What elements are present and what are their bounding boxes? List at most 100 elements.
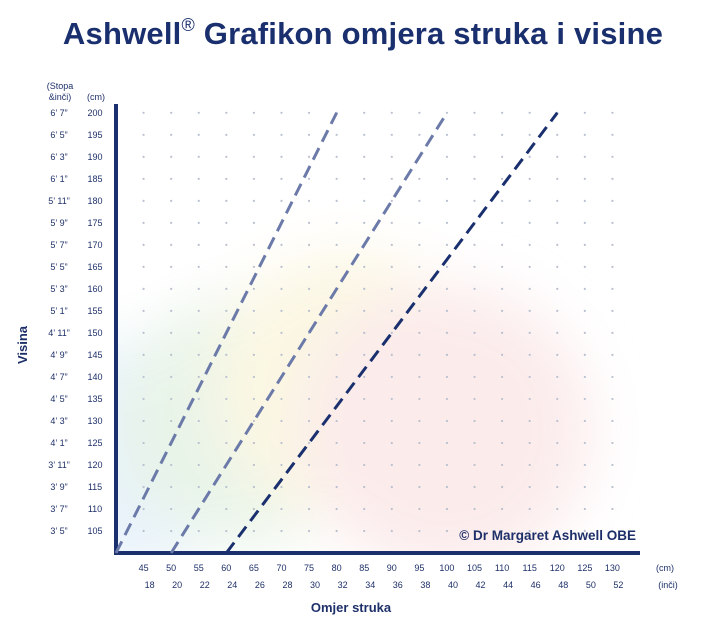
grid-dot <box>390 221 393 224</box>
grid-dot <box>473 419 476 423</box>
x-tick-cm: 125 <box>577 563 592 573</box>
grid-dot <box>473 441 476 445</box>
grid-dot <box>418 265 421 268</box>
grid-dot <box>445 111 449 114</box>
grid-dot <box>363 419 366 423</box>
grid-dot <box>197 397 200 401</box>
x-tick-cm: 70 <box>276 563 286 573</box>
grid-dot <box>611 375 614 379</box>
grid-dot <box>363 199 366 202</box>
grid-dot <box>528 507 531 511</box>
grid-dot <box>418 243 421 246</box>
grid-dot <box>335 309 338 312</box>
grid-dot <box>583 309 586 312</box>
y-tick-ftin: 5’ 7” <box>50 240 67 250</box>
y-tick-cm: 200 <box>87 108 102 118</box>
grid-dot <box>528 529 531 533</box>
grid-dot <box>445 309 449 312</box>
grid-dot <box>225 265 228 268</box>
grid-dot <box>252 507 255 511</box>
x-unit-cm: (cm) <box>656 563 674 573</box>
grid-dot <box>390 177 393 180</box>
grid-dot <box>225 397 228 401</box>
grid-dot <box>473 111 476 114</box>
grid-dot <box>335 221 338 224</box>
grid-dot <box>197 353 200 357</box>
x-tick-in: 20 <box>172 580 182 590</box>
grid-dot <box>307 419 311 423</box>
x-tick-cm: 95 <box>414 563 424 573</box>
grid-dot <box>335 485 338 489</box>
grid-dot <box>142 243 145 246</box>
grid-dot <box>556 485 559 489</box>
y-tick-ftin: 4’ 9” <box>50 350 67 360</box>
grid-dot <box>390 397 393 401</box>
y-tick-cm: 140 <box>87 372 102 382</box>
x-tick-cm: 55 <box>194 563 204 573</box>
grid-dot <box>501 265 504 268</box>
grid-dot <box>252 265 255 268</box>
y-tick-ftin: 4’ 5” <box>50 394 67 404</box>
grid-dot <box>252 155 255 158</box>
grid-dot <box>501 419 504 423</box>
grid-dot <box>142 353 145 357</box>
grid-dot <box>583 243 586 246</box>
grid-dot <box>307 287 311 290</box>
y-tick-ftin: 5’ 5” <box>50 262 67 272</box>
x-tick-cm: 90 <box>387 563 397 573</box>
grid-dot <box>363 485 366 489</box>
grid-dot <box>583 265 586 268</box>
y-unit-ftin: (Stopa <box>47 81 74 91</box>
grid-dot <box>170 331 173 335</box>
grid-dot <box>445 243 449 246</box>
x-tick-cm: 80 <box>332 563 342 573</box>
y-tick-cm: 175 <box>87 218 102 228</box>
grid-dot <box>611 353 614 357</box>
y-tick-cm: 195 <box>87 130 102 140</box>
grid-dot <box>225 287 228 290</box>
grid-dot <box>528 353 531 357</box>
y-tick-cm: 190 <box>87 152 102 162</box>
x-tick-cm: 75 <box>304 563 314 573</box>
grid-dot <box>225 309 228 312</box>
grid-dot <box>252 529 255 533</box>
grid-dot <box>418 309 421 312</box>
grid-dot <box>418 287 421 290</box>
grid-dot <box>142 529 145 533</box>
x-tick-in: 34 <box>365 580 375 590</box>
grid-dot <box>225 155 228 158</box>
registered-mark: ® <box>181 14 195 35</box>
grid-dot <box>363 155 366 158</box>
grid-dot <box>445 265 449 268</box>
grid-dot <box>445 287 449 290</box>
grid-dot <box>280 243 283 246</box>
grid-dot <box>197 441 200 445</box>
grid-dot <box>280 111 283 114</box>
grid-dot <box>197 287 200 290</box>
grid-dot <box>335 463 338 467</box>
grid-dot <box>142 507 145 511</box>
grid-dot <box>280 353 283 357</box>
grid-dot <box>170 507 173 511</box>
grid-dot <box>307 111 311 114</box>
grid-dot <box>252 463 255 467</box>
grid-dot <box>390 309 393 312</box>
y-tick-ftin: 4’ 3” <box>50 416 67 426</box>
x-tick-in: 40 <box>448 580 458 590</box>
grid-dot <box>501 221 504 224</box>
grid-dot <box>501 441 504 445</box>
grid-dot <box>197 221 200 224</box>
grid-dot <box>252 243 255 246</box>
grid-dot <box>170 353 173 357</box>
series-line-2 <box>169 112 449 554</box>
grid-dot <box>142 199 145 202</box>
grid-dot <box>170 177 173 180</box>
grid-dot <box>307 265 311 268</box>
grid-dot <box>611 133 614 136</box>
grid-dot <box>445 507 449 511</box>
x-tick-cm: 65 <box>249 563 259 573</box>
grid-dot <box>335 375 338 379</box>
grid-dot <box>363 507 366 511</box>
grid-dot <box>252 441 255 445</box>
grid-dot <box>170 155 173 158</box>
